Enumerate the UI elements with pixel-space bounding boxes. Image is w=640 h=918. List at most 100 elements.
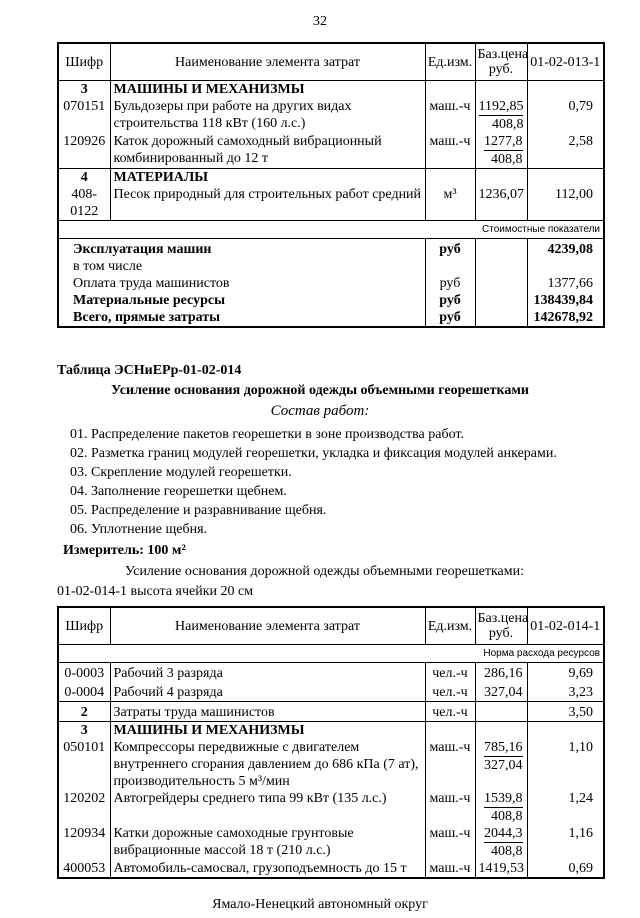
section-title: Усиление основания дорожной одежды объем… (111, 383, 529, 398)
row-value: 1,10 (568, 740, 594, 755)
row-value: 2,58 (568, 134, 594, 149)
works-label: Состав работ: (270, 403, 370, 419)
row-base-price (475, 721, 528, 739)
row-base-price (475, 80, 528, 98)
summary-label: Оплата труда машинистов (73, 276, 230, 291)
row-name: Катки дорожные самоходные грунтовые вибр… (110, 825, 426, 860)
table-row: 4 МАТЕРИАЛЫ (58, 168, 604, 186)
row-name: Песок природный для строительных работ с… (110, 186, 426, 221)
price-numerator: 2044,3 (484, 826, 523, 843)
cost-table-013: Шифр Наименование элемента затрат Ед.изм… (57, 42, 605, 328)
variant-line: 01-02-014-1 высота ячейки 20 см (57, 582, 640, 601)
row-unit: м³ (425, 186, 476, 221)
row-base-price: 286,16 (475, 662, 528, 682)
row-value (527, 721, 604, 739)
row-code: 120934 (58, 825, 111, 860)
row-base-price (475, 168, 528, 186)
table-row: 120202 Автогрейдеры среднего типа 99 кВт… (58, 790, 604, 825)
row-unit (425, 721, 476, 739)
table-row: 120934 Катки дорожные самоходные грунтов… (58, 825, 604, 860)
row-unit: маш.-ч (425, 790, 476, 825)
table-header-row: Шифр Наименование элемента затрат Ед.изм… (58, 43, 604, 81)
row-name: Рабочий 4 разряда (110, 682, 426, 702)
section-014: Таблица ЭСНиЕРр-01-02-014 Усиление основ… (0, 362, 640, 601)
header-norm-code: 01-02-013-1 (527, 43, 604, 81)
row-base-price (475, 701, 528, 722)
row-code: 4 (58, 168, 111, 186)
row-unit: маш.-ч (425, 860, 476, 878)
page-number: 32 (313, 14, 327, 29)
header-name: Наименование элемента затрат (110, 43, 426, 81)
row-unit: чел.-ч (425, 701, 476, 722)
summary-empty (475, 238, 528, 258)
summary-empty (475, 258, 528, 275)
header-code: Шифр (58, 43, 111, 81)
work-item: 01. Распределение пакетов георешетки в з… (70, 427, 464, 442)
row-code: 0-0003 (58, 662, 111, 682)
row-base-price: 1539,8 408,8 (475, 790, 528, 825)
row-code: 120926 (58, 133, 111, 169)
row-name: Компрессоры передвижные с двигателем вну… (110, 739, 426, 790)
row-base-price: 1419,53 (475, 860, 528, 878)
cost-indicators-label: Стоимостные показатели (58, 220, 604, 239)
table-row: 120926 Каток дорожный самоходный вибраци… (58, 133, 604, 169)
header-norm-code: 01-02-014-1 (527, 607, 604, 645)
row-base-price: 1236,07 (475, 186, 528, 221)
price-denominator: 408,8 (491, 844, 523, 859)
row-value: 0,69 (568, 861, 594, 876)
row-unit: чел.-ч (425, 682, 476, 702)
row-name: Затраты труда машинистов (110, 701, 426, 722)
row-value (527, 168, 604, 186)
row-name: Автомобиль-самосвал, грузоподъемность до… (110, 860, 426, 878)
table-header-row: Шифр Наименование элемента затрат Ед.изм… (58, 607, 604, 645)
row-value: 3,50 (527, 701, 604, 722)
row-unit: чел.-ч (425, 662, 476, 682)
table-row: 3 МАШИНЫ И МЕХАНИЗМЫ (58, 80, 604, 99)
row-code: 2 (58, 701, 111, 722)
summary-row: Эксплуатация машин руб 4239,08 (58, 238, 604, 258)
row-value: 3,23 (568, 685, 594, 700)
header-unit: Ед.изм. (425, 43, 476, 81)
price-numerator: 785,16 (484, 740, 523, 757)
summary-unit: руб (424, 292, 476, 309)
row-code: 0-0004 (58, 682, 111, 702)
row-name: МАШИНЫ И МЕХАНИЗМЫ (110, 80, 426, 98)
row-unit: маш.-ч (425, 133, 476, 169)
row-code: 408-0122 (58, 186, 111, 221)
price-numerator: 1277,8 (484, 134, 523, 151)
row-unit (425, 80, 476, 98)
document-page: 32 Шифр Наименование элемента затрат Ед.… (0, 13, 640, 913)
summary-value: 138439,84 (533, 293, 594, 308)
work-item: 02. Разметка границ модулей георешетки, … (70, 446, 557, 461)
row-value: 9,69 (568, 666, 594, 681)
row-base-price: 2044,3 408,8 (475, 825, 528, 860)
summary-value: 4239,08 (547, 242, 594, 257)
row-base-price: 1192,85 408,8 (475, 98, 528, 133)
header-code: Шифр (58, 607, 111, 645)
summary-value (527, 258, 604, 275)
row-name: Каток дорожный самоходный вибрационный к… (110, 133, 426, 169)
row-base-price: 327,04 (475, 682, 528, 702)
row-name: Рабочий 3 разряда (110, 662, 426, 682)
header-unit: Ед.изм. (425, 607, 476, 645)
variant-desc: высота ячейки 20 см (130, 584, 254, 599)
table-row: 400053 Автомобиль-самосвал, грузоподъемн… (58, 860, 604, 878)
table-row: 0-0003 Рабочий 3 разряда чел.-ч 286,16 9… (58, 662, 604, 682)
row-value (527, 81, 604, 99)
summary-row: в том числе (58, 258, 604, 275)
meter-label: Измеритель: 100 м² (63, 543, 186, 558)
summary-row: Всего, прямые затраты руб 142678,92 (58, 309, 604, 327)
summary-empty (475, 275, 528, 292)
table-row: 050101 Компрессоры передвижные с двигате… (58, 739, 604, 790)
price-denominator: 408,8 (491, 117, 524, 132)
summary-value: 142678,92 (533, 310, 594, 325)
row-unit (425, 168, 476, 186)
summary-row: Оплата труда машинистов руб 1377,66 (58, 275, 604, 292)
variant-code: 01-02-014-1 (57, 584, 127, 599)
row-code: 120202 (58, 790, 111, 825)
table-row: 0-0004 Рабочий 4 разряда чел.-ч 327,04 3… (58, 682, 604, 702)
summary-empty (475, 292, 528, 309)
row-unit: маш.-ч (425, 825, 476, 860)
row-base-price: 1277,8 408,8 (475, 133, 528, 169)
header-name: Наименование элемента затрат (110, 607, 426, 645)
